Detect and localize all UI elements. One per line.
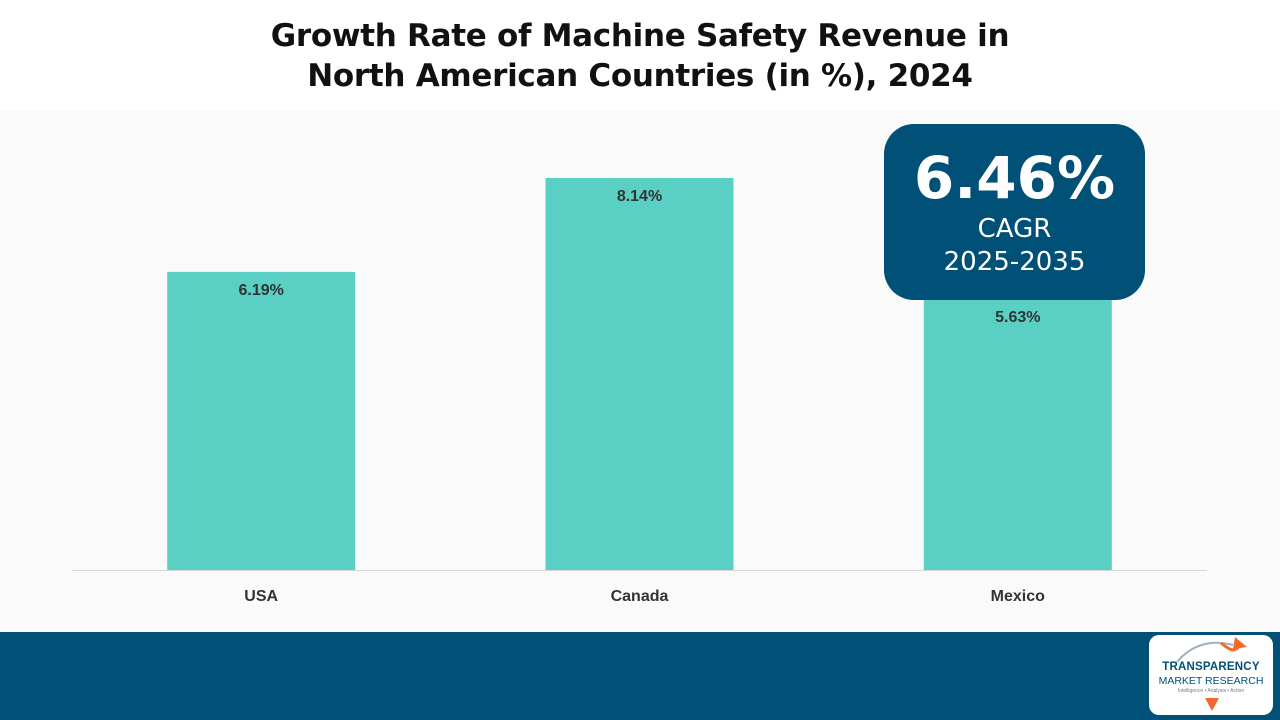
title-band [0, 0, 1280, 110]
cagr-period: 2025-2035 [943, 247, 1086, 277]
cagr-label: CAGR [977, 214, 1052, 244]
logo-text-market-research: MARKET RESEARCH [1158, 675, 1264, 687]
bar-mexico [923, 298, 1112, 570]
footer-band [0, 632, 1280, 720]
chart-title-line-2: North American Countries (in %), 2024 [307, 58, 973, 94]
labels-group: 6.19% USA 8.14% Canada 5.63% Mexico [239, 188, 1046, 605]
growth-arrow-icon [1176, 637, 1247, 711]
logo-tagline: Intelligence • Analysis • Action [1177, 688, 1245, 694]
data-label-canada: 8.14% [617, 188, 662, 205]
logo-text-transparency: TRANSPARENCY [1162, 661, 1260, 673]
company-logo: TRANSPARENCY MARKET RESEARCH Intelligenc… [1149, 635, 1273, 715]
category-label-usa: USA [244, 588, 278, 605]
data-label-mexico: 5.63% [995, 309, 1040, 326]
bar-usa [167, 271, 356, 570]
bar-chart: 6.19% USA 8.14% Canada 5.63% Mexico [72, 178, 1207, 605]
chart-title: Growth Rate of Machine Safety Revenue in… [0, 16, 1280, 96]
chart-title-line-1: Growth Rate of Machine Safety Revenue in [270, 18, 1010, 54]
slide-background: Growth Rate of Machine Safety Revenue in… [0, 0, 1280, 605]
bar-canada [545, 178, 734, 570]
data-label-usa: 6.19% [239, 282, 284, 299]
cagr-value: 6.46% [913, 144, 1116, 212]
category-label-canada: Canada [611, 588, 669, 605]
bars-group [167, 178, 1112, 570]
category-label-mexico: Mexico [991, 588, 1045, 605]
cagr-callout: 6.46% CAGR 2025-2035 [884, 124, 1145, 300]
